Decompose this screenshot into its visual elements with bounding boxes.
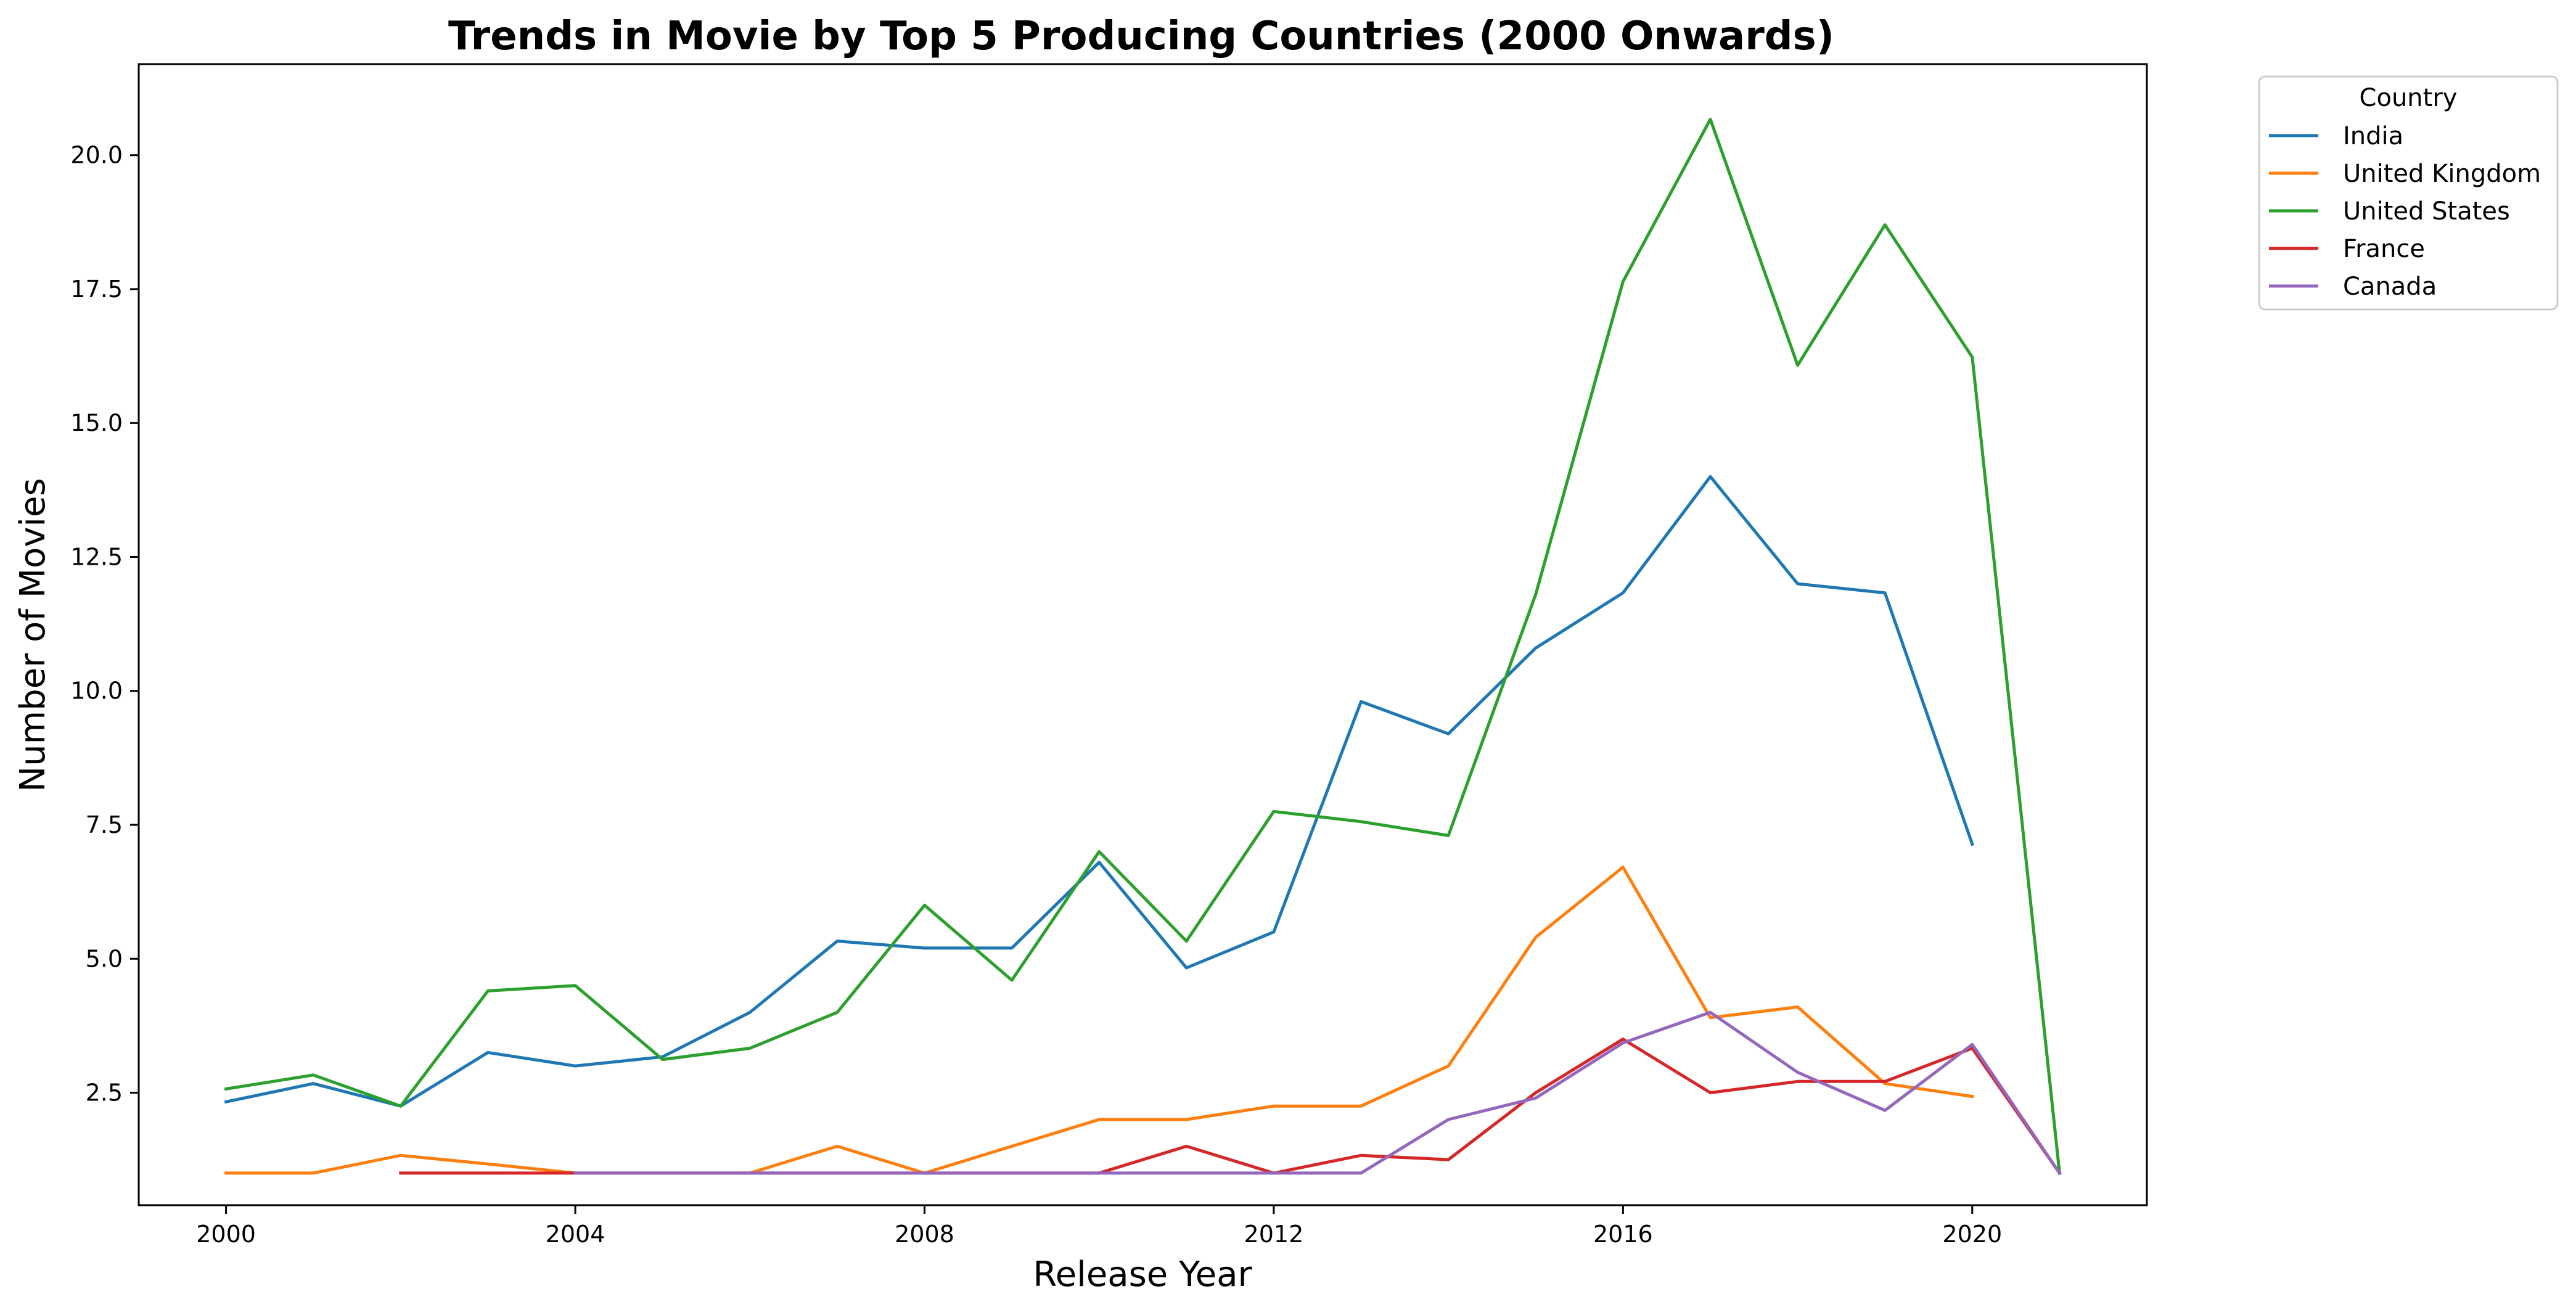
x-tick-label: 2000 [196, 1221, 256, 1248]
chart-title: Trends in Movie by Top 5 Producing Count… [448, 14, 1834, 59]
legend-label-united-kingdom: United Kingdom [2343, 160, 2541, 188]
series-layer [224, 118, 2062, 1176]
x-tick-label: 2020 [1942, 1221, 2002, 1248]
plot-area-frame [137, 63, 2148, 1206]
legend-label-canada: Canada [2343, 272, 2437, 301]
y-tick-label: 5.0 [86, 945, 123, 972]
y-tick-label: 15.0 [70, 409, 123, 436]
y-tick-label: 10.0 [70, 678, 123, 705]
y-axis-ticks: 2.5 5.0 7.5 10.0 12.5 15.0 17.5 20.0 [70, 142, 139, 1107]
legend-title: Country [2360, 84, 2458, 112]
legend: Country India United Kingdom United States… [2258, 75, 2559, 311]
y-tick-label: 20.0 [70, 142, 123, 169]
y-tick-label: 17.5 [70, 276, 123, 303]
series-line-india [224, 475, 1974, 1108]
legend-items: India United Kingdom United States France Ca… [2269, 122, 2541, 301]
x-tick-label: 2004 [546, 1221, 605, 1248]
series-line-canada [573, 1010, 2062, 1176]
legend-label-united-states: United States [2343, 197, 2510, 226]
y-tick-label: 12.5 [70, 543, 123, 570]
x-axis-ticks: 2000 2004 2008 2012 2016 2020 [196, 1205, 2002, 1248]
y-tick-label: 2.5 [86, 1079, 123, 1107]
x-tick-label: 2008 [895, 1221, 954, 1248]
legend-box [2258, 75, 2559, 311]
y-tick-label: 7.5 [86, 811, 123, 838]
x-axis-label: Release Year [1033, 1255, 1252, 1295]
y-axis-label: Number of Movies [13, 478, 53, 792]
series-line-united-states [224, 118, 2062, 1175]
series-line-united-kingdom [224, 866, 1974, 1175]
x-tick-label: 2012 [1244, 1221, 1304, 1248]
legend-label-france: France [2343, 235, 2425, 263]
legend-label-india: India [2343, 122, 2403, 150]
x-tick-label: 2016 [1593, 1221, 1653, 1248]
